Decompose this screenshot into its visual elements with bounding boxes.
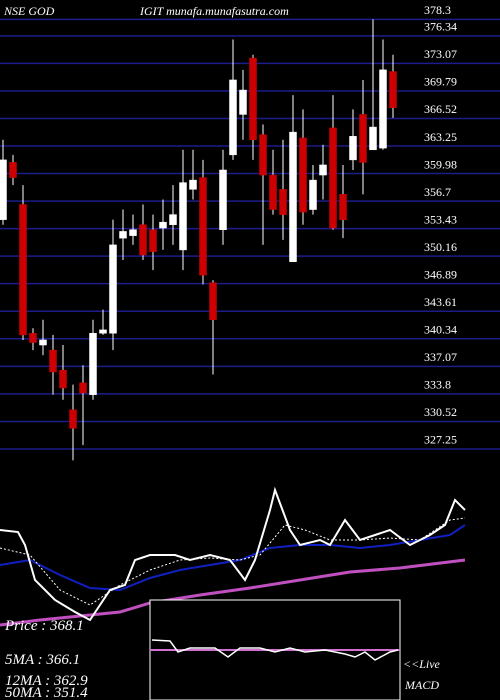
candle-body [69, 409, 77, 429]
indicator-value: 366.1 [45, 652, 80, 668]
y-tick-label: 356.7 [424, 185, 451, 199]
macd-label: MACD [404, 678, 439, 692]
candle-body [309, 179, 317, 210]
indicator-ma5: 5MA : 366.1 [5, 652, 80, 668]
y-tick-label: 333.8 [424, 378, 451, 392]
y-tick-label: 359.98 [424, 157, 457, 171]
indicator-label: Price : [4, 618, 46, 634]
candle-body [259, 134, 267, 176]
ma5-line [0, 517, 466, 606]
indicator-label: 12MA : [5, 673, 50, 689]
title-left: NSE GOD [3, 4, 55, 18]
price-line [0, 486, 466, 622]
y-tick-label: 337.07 [424, 350, 457, 364]
live-label: <<Live [403, 657, 441, 671]
candle-body [389, 71, 397, 108]
candle-body [109, 244, 117, 334]
indicator-price: Price : 368.1 [4, 618, 84, 634]
candle-body [219, 169, 227, 230]
candle-body [329, 127, 337, 229]
indicator-label: 50MA : [5, 685, 50, 700]
candle-body [39, 339, 47, 346]
candle-body [89, 332, 97, 395]
ma12-line [0, 524, 466, 592]
candle-body [319, 164, 327, 176]
candle-body [349, 136, 357, 161]
y-tick-label: 373.07 [424, 47, 457, 61]
candle-body [49, 349, 57, 373]
title-right: IGIT munafa.munafasutra.com [139, 4, 289, 18]
indicator-value: 362.9 [53, 673, 88, 689]
y-tick-label: 353.43 [424, 212, 457, 226]
candle-body [119, 231, 127, 239]
ma50-line [0, 558, 466, 627]
candles [0, 19, 397, 461]
candle-body [0, 159, 7, 220]
candle-body [289, 131, 297, 262]
y-tick-label: 340.34 [424, 323, 457, 337]
candle-body [279, 189, 287, 215]
candle-body [249, 57, 257, 140]
indicator-panel [0, 486, 466, 700]
candle-body [179, 182, 187, 251]
candle-body [269, 174, 277, 210]
candle-body [379, 69, 387, 149]
candle-body [209, 282, 217, 321]
indicator-ma50: 50MA : 351.4 [5, 685, 88, 700]
candle-body [239, 89, 247, 115]
candle-body [19, 204, 27, 336]
y-tick-label: 343.61 [424, 295, 457, 309]
candle-body [79, 382, 87, 394]
candle-body [159, 221, 167, 229]
candle-body [129, 229, 137, 236]
candle-body [99, 329, 107, 334]
indicator-value: 368.1 [49, 618, 84, 634]
candle-body [59, 370, 67, 389]
candle-body [369, 126, 377, 151]
candle-body [189, 179, 197, 190]
y-tick-label: 346.89 [424, 267, 457, 281]
indicator-value: 351.4 [53, 685, 88, 700]
candle-body [169, 214, 177, 225]
candle-body [139, 224, 147, 256]
candle-body [339, 194, 347, 220]
y-tick-label: 330.52 [424, 405, 457, 419]
indicator-ma12: 12MA : 362.9 [5, 673, 88, 689]
indicator-label: 5MA : [5, 652, 43, 668]
candle-body [299, 137, 307, 213]
y-tick-label: 378.3 [424, 3, 451, 17]
candle-body [29, 332, 37, 343]
y-tick-label: 369.79 [424, 75, 457, 89]
candle-body [359, 114, 367, 163]
y-tick-label: 376.34 [424, 20, 457, 34]
y-tick-label: 363.25 [424, 130, 457, 144]
y-tick-label: 366.52 [424, 102, 457, 116]
y-tick-label: 327.25 [424, 433, 457, 447]
macd-line [151, 639, 399, 661]
candle-body [149, 229, 157, 252]
candle-body [229, 79, 237, 156]
y-tick-label: 350.16 [424, 240, 457, 254]
candle-body [199, 177, 207, 276]
candle-body [9, 162, 17, 178]
